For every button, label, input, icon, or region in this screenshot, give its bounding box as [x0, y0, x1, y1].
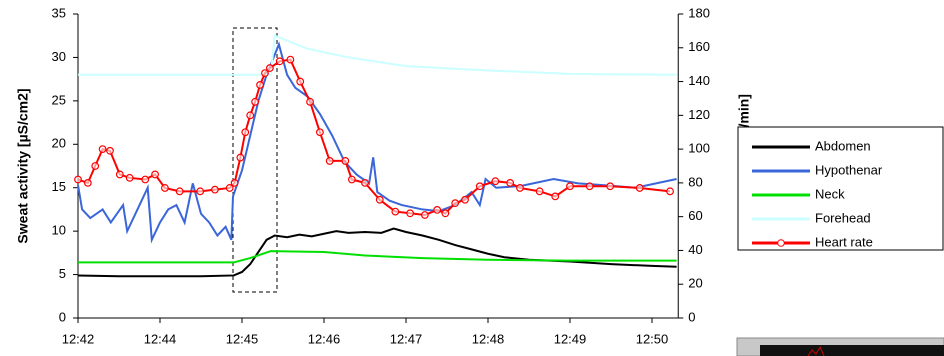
legend-marker [778, 240, 785, 247]
point-marker [477, 183, 484, 190]
y-tick-label: 5 [59, 266, 66, 281]
x-tick-label: 12:45 [226, 331, 259, 346]
x-tick-label: 12:50 [636, 331, 669, 346]
point-marker [362, 180, 369, 187]
point-marker [252, 99, 259, 106]
point-marker [667, 188, 674, 195]
point-marker [231, 180, 238, 187]
point-marker [247, 112, 254, 119]
point-marker [126, 175, 133, 182]
point-marker [326, 158, 333, 165]
point-marker [342, 158, 349, 165]
x-tick-label: 12:44 [144, 331, 177, 346]
x-tick-label: 12:48 [472, 331, 505, 346]
x-tick-label: 12:42 [62, 331, 95, 346]
series-line [78, 60, 670, 215]
thumbnail-screen [760, 345, 944, 356]
y2-tick-label: 180 [688, 5, 710, 20]
x-tick-label: 12:47 [390, 331, 423, 346]
y2-tick-label: 40 [688, 242, 702, 257]
point-marker [267, 65, 274, 72]
point-marker [442, 210, 449, 217]
y-tick-label: 15 [52, 179, 66, 194]
y2-tick-label: 120 [688, 107, 710, 122]
point-marker [392, 208, 399, 215]
point-marker [307, 99, 314, 106]
legend-label: Hypothenar [815, 162, 883, 177]
y-tick-label: 30 [52, 49, 66, 64]
point-marker [99, 146, 106, 153]
point-marker [517, 185, 524, 192]
y2-tick-label: 20 [688, 276, 702, 291]
point-marker [586, 183, 593, 190]
point-marker [297, 78, 304, 85]
point-marker [152, 171, 159, 178]
point-marker [434, 207, 441, 214]
chart: Sweat activity [µS/cm2] Heart rate [beat… [0, 0, 944, 356]
y-axis-title: Sweat activity [µS/cm2] [15, 88, 31, 243]
point-marker [407, 210, 414, 217]
point-marker [162, 185, 169, 192]
series-line [78, 229, 677, 277]
series-line [78, 251, 677, 262]
y-tick-label: 25 [52, 92, 66, 107]
y-tick-label: 0 [59, 309, 66, 324]
y2-tick-label: 0 [688, 309, 695, 324]
point-marker [117, 171, 124, 178]
y2-tick-label: 140 [688, 73, 710, 88]
y-tick-label: 10 [52, 223, 66, 238]
point-marker [507, 180, 514, 187]
point-marker [349, 176, 356, 183]
point-marker [287, 56, 294, 63]
y2-tick-label: 100 [688, 141, 710, 156]
point-marker [536, 188, 543, 195]
point-marker [176, 188, 183, 195]
legend-label: Heart rate [815, 234, 873, 249]
point-marker [92, 163, 99, 170]
legend-label: Neck [815, 186, 845, 201]
y2-tick-label: 160 [688, 39, 710, 54]
point-marker [237, 154, 244, 161]
point-marker [85, 180, 92, 187]
point-marker [197, 188, 204, 195]
point-marker [212, 186, 219, 193]
point-marker [452, 200, 459, 207]
legend-label: Abdomen [815, 138, 871, 153]
point-marker [276, 58, 283, 65]
x-tick-label: 12:46 [308, 331, 341, 346]
point-marker [636, 185, 643, 192]
point-marker [462, 196, 469, 203]
point-marker [317, 129, 324, 136]
point-marker [142, 176, 149, 183]
point-marker [492, 178, 499, 185]
point-marker [107, 148, 114, 155]
series-line [78, 36, 677, 75]
point-marker [75, 176, 82, 183]
point-marker [376, 196, 383, 203]
y2-tick-label: 80 [688, 174, 702, 189]
legend-label: Forehead [815, 210, 871, 225]
point-marker [567, 183, 574, 190]
point-marker [242, 129, 249, 136]
point-marker [552, 193, 559, 200]
y-tick-label: 35 [52, 5, 66, 20]
y-tick-label: 20 [52, 136, 66, 151]
y2-tick-label: 60 [688, 208, 702, 223]
x-tick-label: 12:49 [554, 331, 587, 346]
point-marker [607, 183, 614, 190]
point-marker [422, 212, 429, 219]
point-marker [257, 82, 264, 89]
